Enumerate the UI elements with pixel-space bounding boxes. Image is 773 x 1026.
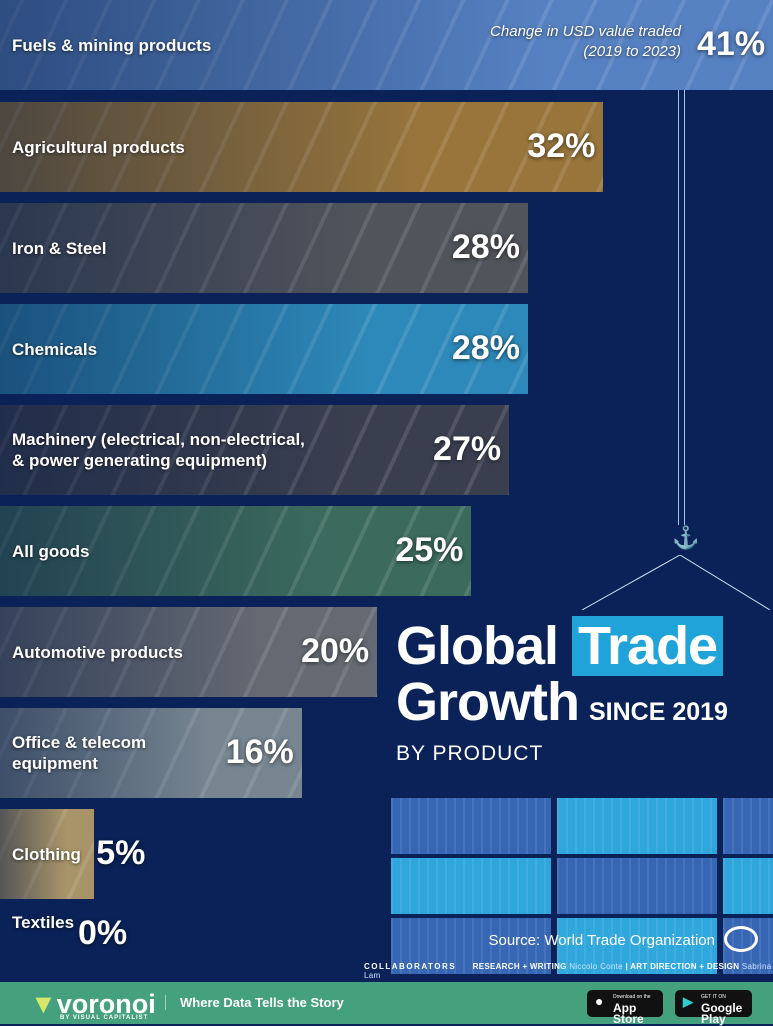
bar (0, 203, 528, 293)
apple-icon: ● (595, 993, 604, 1009)
category-label-line: equipment (12, 754, 98, 773)
category-label-line: Machinery (electrical, non-electrical, (12, 430, 305, 449)
bar (0, 506, 472, 596)
value-label: 0% (78, 914, 128, 952)
category-label-line: Office & telecom (12, 733, 147, 752)
value-label: 27% (433, 430, 502, 468)
title-trade: Trade (572, 616, 724, 676)
app-store-button[interactable]: ● Download on the App Store (587, 990, 663, 1025)
crane-cable (678, 90, 685, 525)
bar (0, 102, 604, 192)
play-label: Google Play (701, 1001, 743, 1026)
voronoi-logo[interactable]: ▼voronoi BY VISUAL CAPITALIST (30, 989, 156, 1021)
value-label: 41% (697, 25, 766, 63)
voronoi-logo-icon: ▼ (30, 989, 57, 1019)
value-note: Change in USD value traded (2019 to 2023… (490, 22, 681, 62)
value-label: 25% (395, 531, 464, 569)
credits-label: COLLABORATORS (364, 962, 457, 971)
category-label: Automotive products (12, 642, 183, 663)
value-label: 20% (301, 632, 370, 670)
play-small: GET IT ON (701, 994, 726, 1000)
category-label: Fuels & mining products (12, 35, 211, 56)
research-name: Niccolo Conte (569, 962, 623, 971)
category-label-line: Chemicals (12, 339, 98, 359)
appstore-label: App Store (613, 1001, 644, 1026)
title-growth: Growth (396, 672, 580, 732)
category-label-line: Textiles (12, 912, 75, 932)
title-global: Global (396, 616, 573, 676)
google-play-button[interactable]: ▶ GET IT ON Google Play (675, 990, 752, 1025)
value-label: 28% (451, 329, 520, 367)
category-label-line: & power generating equipment) (12, 451, 268, 470)
value-label: 32% (527, 127, 596, 165)
crane-hook-icon: ⚓ (672, 525, 700, 550)
category-label-line: Clothing (12, 844, 81, 864)
design-name: Sabrina Lam (364, 962, 772, 980)
value-label: 16% (225, 733, 294, 771)
bar (0, 405, 510, 495)
category-label-line: Agricultural products (12, 137, 185, 157)
design-label: ART DIRECTION + DESIGN (630, 962, 740, 971)
appstore-small: Download on the (613, 994, 651, 1000)
bar (0, 304, 528, 394)
subtitle-by: BY PRODUCT (396, 742, 544, 765)
category-label: Office & telecom equipment (12, 732, 146, 774)
subtitle-since: SINCE 2019 (588, 698, 728, 726)
brand-sub: BY VISUAL CAPITALIST (60, 1015, 149, 1021)
vc-logo-icon (724, 926, 758, 952)
category-label: Chemicals (12, 339, 97, 360)
category-label: Clothing (12, 844, 81, 865)
bar-chart: Change in USD value traded (2019 to 2023… (0, 0, 773, 952)
bar (0, 607, 378, 697)
brand: voronoi (56, 989, 156, 1019)
category-label: Textiles (12, 912, 74, 933)
bar (0, 0, 773, 90)
category-label: Machinery (electrical, non-electrical, & … (12, 429, 305, 471)
category-label: All goods (12, 541, 89, 562)
tagline: Where Data Tells the Story (165, 995, 344, 1010)
category-label-line: All goods (12, 541, 90, 561)
value-label: 28% (451, 228, 520, 266)
bar (0, 708, 302, 798)
chart-title: Global Trade Growth SINCE 2019 BY PRODUCT (396, 616, 728, 766)
category-label: Iron & Steel (12, 238, 106, 259)
bar (0, 809, 95, 899)
category-label: Agricultural products (12, 137, 185, 158)
category-label-line: Iron & Steel (12, 238, 107, 258)
source-text: Source: World Trade Organization (488, 932, 715, 949)
value-label: 5% (96, 834, 146, 872)
credits: COLLABORATORS RESEARCH + WRITING Niccolo… (364, 962, 772, 980)
value-note-line: (2019 to 2023) (583, 43, 681, 60)
google-play-icon: ▶ (683, 994, 693, 1009)
footer: ▼voronoi BY VISUAL CAPITALIST Where Data … (0, 982, 773, 1025)
category-label-line: Fuels & mining products (12, 35, 212, 55)
shipping-containers (391, 798, 773, 975)
category-label-line: Automotive products (12, 642, 183, 662)
crane-ropes (581, 555, 771, 610)
research-label: RESEARCH + WRITING (472, 962, 567, 971)
value-note-line: Change in USD value traded (490, 23, 681, 40)
